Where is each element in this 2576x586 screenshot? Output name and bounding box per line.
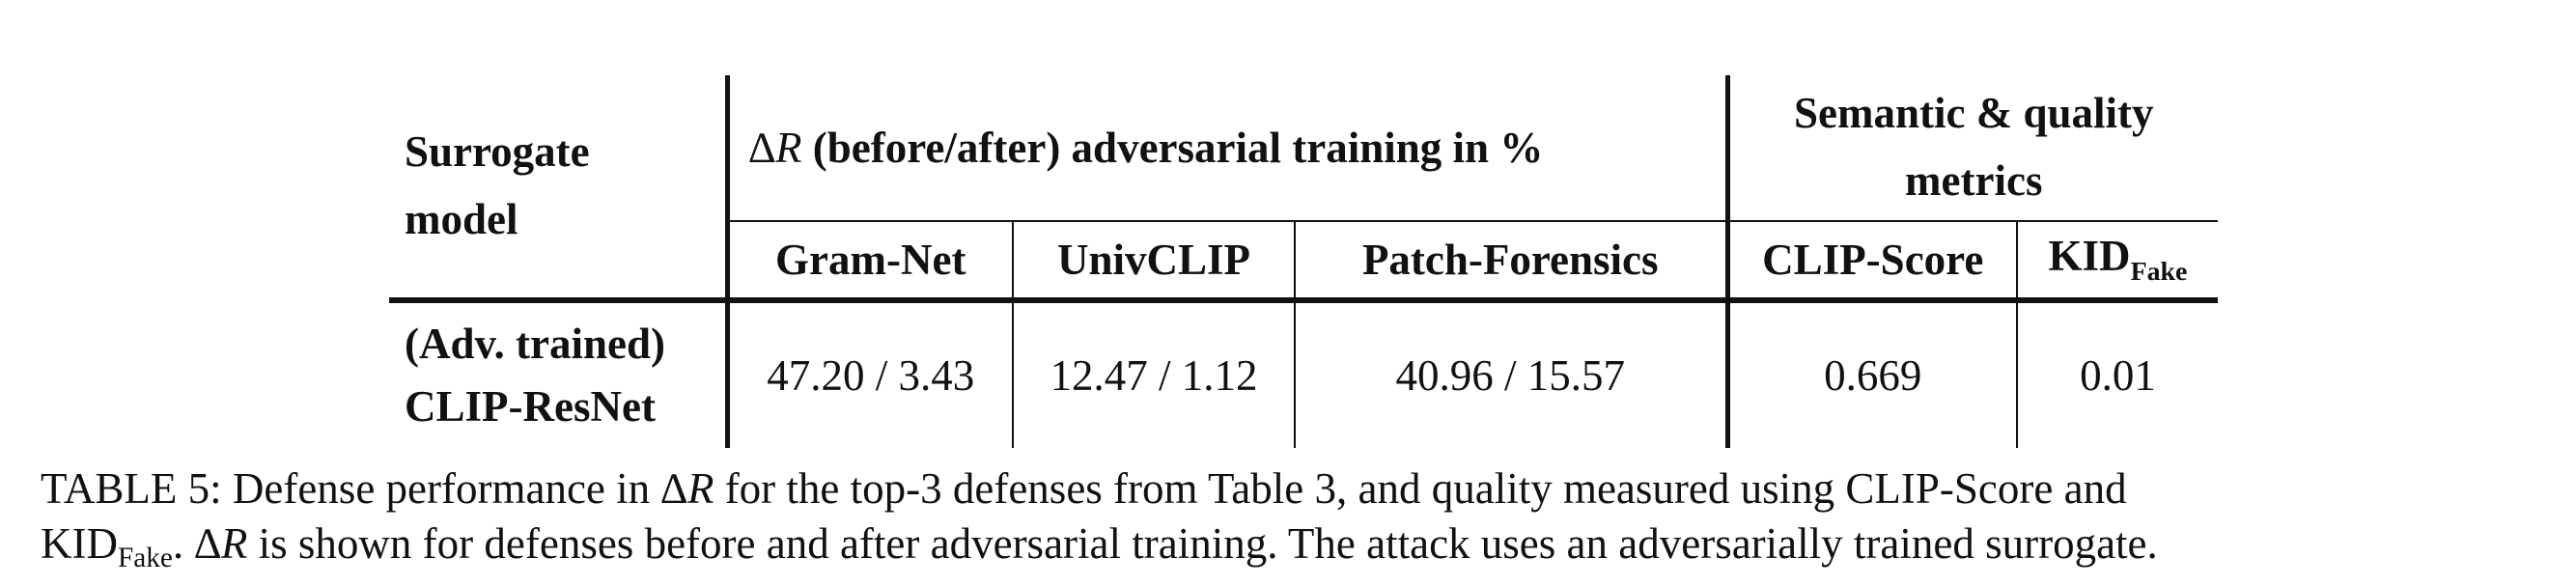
caption-line-2: KIDFake. ∆R is shown for defenses before… — [41, 519, 2158, 573]
header-gram-net: Gram-Net — [727, 221, 1014, 303]
delta-r-group-label: (before/after) adversarial training in % — [812, 123, 1544, 172]
results-table-container: Surrogate model ∆R (before/after) advers… — [389, 75, 2218, 448]
cell-clip-score: 0.669 — [1727, 300, 2018, 448]
results-table: Surrogate model ∆R (before/after) advers… — [389, 75, 2218, 448]
header-semantic-group: Semantic & quality metrics — [1727, 75, 2218, 222]
header-delta-r-group: ∆R (before/after) adversarial training i… — [727, 75, 1730, 222]
caption-line-1: TABLE 5: Defense performance in ∆R for t… — [41, 464, 2127, 513]
cell-patch-forensics: 40.96 / 15.57 — [1295, 300, 1730, 448]
header-kid-fake: KIDFake — [2017, 221, 2218, 303]
cell-gram-net: 47.20 / 3.43 — [727, 300, 1014, 448]
header-patch-forensics: Patch-Forensics — [1295, 221, 1730, 303]
header-surrogate-model: Surrogate model — [389, 75, 730, 303]
header-univclip: UnivCLIP — [1013, 221, 1296, 303]
cell-model: (Adv. trained) CLIP-ResNet — [389, 300, 730, 448]
r-symbol: R — [775, 123, 802, 172]
cell-kid-fake: 0.01 — [2080, 350, 2156, 400]
table-caption: TABLE 5: Defense performance in ∆R for t… — [41, 461, 2561, 586]
table-row: (Adv. trained) CLIP-ResNet 47.20 / 3.43 … — [389, 300, 2218, 448]
cell-univclip: 12.47 / 1.12 — [1013, 300, 1296, 448]
delta-symbol: ∆ — [748, 123, 776, 172]
header-clip-score: CLIP-Score — [1727, 221, 2018, 303]
